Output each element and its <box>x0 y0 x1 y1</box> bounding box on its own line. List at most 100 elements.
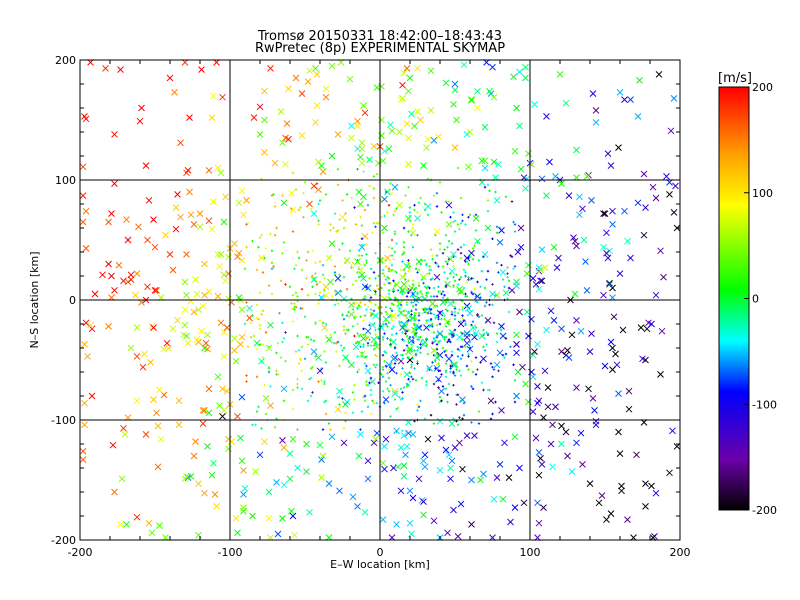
data-point-x-marker <box>634 113 642 120</box>
data-point-plus-marker <box>407 356 410 359</box>
data-point-plus-marker <box>420 259 424 262</box>
data-point-x-marker <box>391 387 399 395</box>
data-point-x-marker <box>648 320 655 328</box>
data-point-plus-marker <box>483 186 487 189</box>
data-point-x-marker <box>534 499 541 507</box>
data-point-x-marker <box>517 243 525 251</box>
data-point-plus-marker <box>387 390 391 393</box>
data-point-plus-marker <box>371 313 374 316</box>
data-point-x-marker <box>535 285 543 293</box>
data-point-plus-marker <box>390 302 394 305</box>
data-point-plus-marker <box>390 254 394 257</box>
data-point-x-marker <box>354 122 361 130</box>
data-point-plus-marker <box>399 310 403 314</box>
data-point-x-marker <box>366 156 373 163</box>
data-point-plus-marker <box>386 372 389 375</box>
data-point-x-marker <box>670 209 678 216</box>
data-point-x-marker <box>306 200 313 208</box>
data-point-plus-marker <box>302 192 305 195</box>
data-point-x-marker <box>357 153 364 161</box>
data-point-plus-marker <box>432 313 436 316</box>
data-point-x-marker <box>603 229 610 237</box>
data-point-plus-marker <box>389 338 392 341</box>
data-point-x-marker <box>427 67 435 75</box>
data-point-x-marker <box>141 350 148 358</box>
data-point-plus-marker <box>387 246 391 249</box>
data-point-plus-marker <box>431 258 434 261</box>
data-point-x-marker <box>328 152 336 160</box>
data-point-plus-marker <box>416 211 419 214</box>
data-point-x-marker <box>258 254 265 262</box>
data-point-x-marker <box>454 533 462 540</box>
data-point-plus-marker <box>399 387 403 390</box>
data-point-x-marker <box>153 409 160 417</box>
data-point-x-marker <box>291 531 298 539</box>
data-point-plus-marker <box>432 295 436 298</box>
data-point-x-marker <box>282 134 289 142</box>
data-point-plus-marker <box>308 378 311 381</box>
data-point-plus-marker <box>396 406 400 410</box>
data-point-plus-marker <box>446 262 449 266</box>
data-point-plus-marker <box>347 328 350 332</box>
data-point-plus-marker <box>338 364 341 368</box>
data-point-plus-marker <box>245 374 248 377</box>
data-point-plus-marker <box>255 375 259 378</box>
data-point-x-marker <box>201 260 208 268</box>
data-point-plus-marker <box>401 338 404 341</box>
data-point-plus-marker <box>413 316 416 320</box>
data-point-x-marker <box>562 428 570 436</box>
data-point-plus-marker <box>324 361 328 364</box>
data-point-x-marker <box>451 80 459 88</box>
data-point-plus-marker <box>296 382 299 386</box>
data-point-plus-marker <box>419 290 422 293</box>
grid-layer <box>80 60 680 540</box>
data-point-plus-marker <box>392 289 395 292</box>
data-point-plus-marker <box>419 196 422 200</box>
data-point-plus-marker <box>375 336 379 339</box>
data-point-x-marker <box>220 329 228 336</box>
data-point-x-marker <box>514 248 522 256</box>
data-point-x-marker <box>471 432 478 439</box>
data-point-plus-marker <box>431 254 434 257</box>
data-point-x-marker <box>448 420 456 427</box>
data-point-plus-marker <box>284 360 287 363</box>
data-point-x-marker <box>183 251 190 258</box>
data-point-x-marker <box>379 157 387 165</box>
data-point-x-marker <box>288 189 295 197</box>
data-point-plus-marker <box>503 285 506 288</box>
data-point-plus-marker <box>422 308 425 311</box>
data-point-plus-marker <box>263 256 266 260</box>
data-point-x-marker <box>409 494 417 502</box>
data-point-x-marker <box>543 326 550 334</box>
data-point-plus-marker <box>369 376 373 380</box>
data-point-plus-marker <box>456 423 460 426</box>
data-point-plus-marker <box>369 393 373 396</box>
data-point-plus-marker <box>452 211 455 214</box>
data-point-x-marker <box>421 295 429 303</box>
data-point-plus-marker <box>426 285 430 288</box>
data-point-plus-marker <box>468 213 472 216</box>
data-point-x-marker <box>222 193 229 201</box>
data-point-x-marker <box>249 512 256 520</box>
data-point-plus-marker <box>389 314 392 317</box>
data-point-x-marker <box>166 251 174 258</box>
data-point-plus-marker <box>477 259 481 262</box>
data-point-plus-marker <box>389 270 392 273</box>
data-point-x-marker <box>232 357 240 365</box>
data-point-plus-marker <box>258 291 262 294</box>
data-point-plus-marker <box>411 378 415 381</box>
data-point-x-marker <box>265 344 273 352</box>
data-point-x-marker <box>133 513 141 521</box>
data-point-x-marker <box>421 463 429 471</box>
data-point-x-marker <box>211 491 219 498</box>
data-point-plus-marker <box>255 348 259 351</box>
data-point-plus-marker <box>509 254 512 257</box>
data-point-x-marker <box>513 349 520 357</box>
data-point-plus-marker <box>390 319 394 322</box>
data-point-plus-marker <box>321 428 325 431</box>
data-point-x-marker <box>621 96 628 103</box>
data-point-plus-marker <box>344 261 347 264</box>
data-point-plus-marker <box>464 292 467 296</box>
data-point-x-marker <box>340 439 348 447</box>
data-point-x-marker <box>379 516 387 523</box>
